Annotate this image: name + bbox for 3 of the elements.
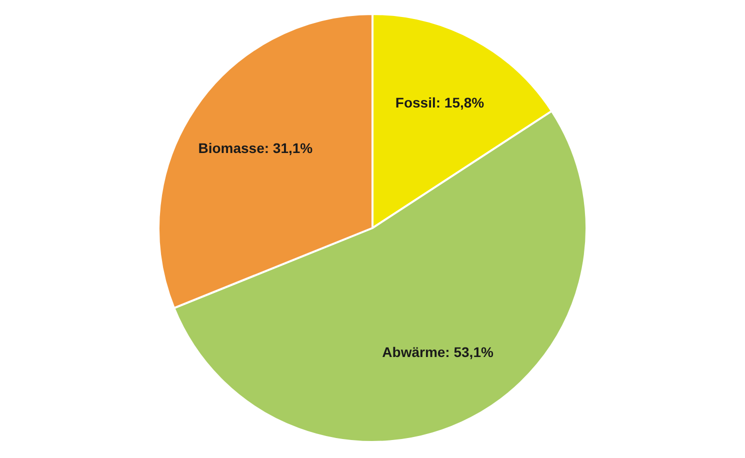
slice-label: Abwärme: 53,1%: [382, 344, 494, 360]
slice-label: Biomasse: 31,1%: [198, 140, 314, 156]
slice-label: Fossil: 15,8%: [395, 94, 485, 111]
